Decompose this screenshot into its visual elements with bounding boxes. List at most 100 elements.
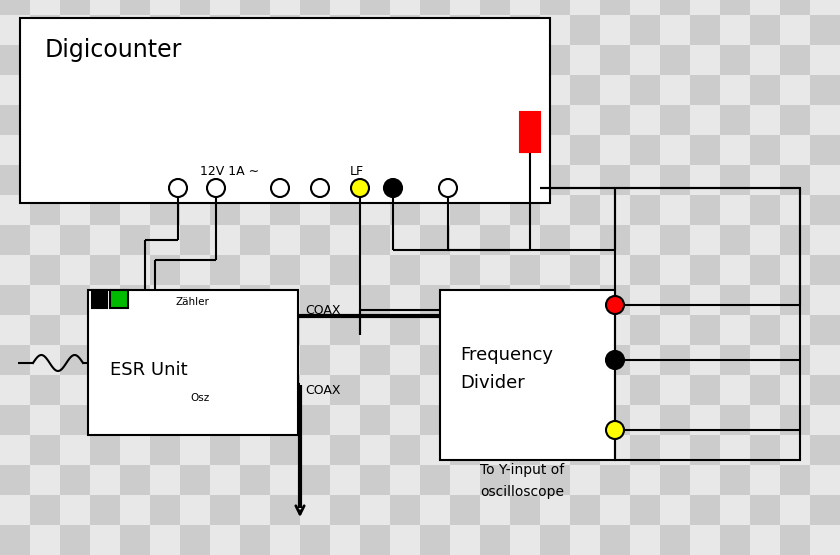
- Bar: [330, 465, 360, 495]
- Bar: [300, 525, 330, 555]
- Bar: [210, 15, 240, 45]
- Bar: [510, 525, 540, 555]
- Bar: [540, 495, 570, 525]
- Bar: [810, 75, 840, 105]
- Bar: [810, 255, 840, 285]
- Bar: [570, 135, 600, 165]
- Bar: [360, 315, 390, 345]
- Bar: [720, 45, 750, 75]
- Bar: [390, 435, 420, 465]
- Bar: [450, 345, 480, 375]
- Bar: [120, 435, 150, 465]
- Bar: [390, 105, 420, 135]
- Bar: [270, 405, 300, 435]
- Bar: [330, 255, 360, 285]
- Bar: [780, 225, 810, 255]
- Bar: [30, 195, 60, 225]
- Bar: [390, 345, 420, 375]
- Bar: [810, 495, 840, 525]
- Bar: [480, 75, 510, 105]
- Bar: [450, 375, 480, 405]
- Bar: [480, 0, 510, 15]
- Bar: [90, 435, 120, 465]
- Bar: [810, 525, 840, 555]
- Bar: [0, 345, 30, 375]
- Bar: [750, 255, 780, 285]
- Bar: [60, 225, 90, 255]
- Bar: [110, 290, 128, 308]
- Bar: [30, 0, 60, 15]
- Bar: [240, 315, 270, 345]
- Bar: [780, 15, 810, 45]
- Bar: [720, 405, 750, 435]
- Bar: [300, 135, 330, 165]
- Bar: [30, 165, 60, 195]
- Bar: [90, 135, 120, 165]
- Bar: [600, 105, 630, 135]
- Bar: [90, 105, 120, 135]
- Bar: [450, 45, 480, 75]
- Bar: [420, 345, 450, 375]
- Bar: [120, 195, 150, 225]
- Bar: [720, 15, 750, 45]
- Bar: [210, 45, 240, 75]
- Bar: [330, 45, 360, 75]
- Bar: [0, 315, 30, 345]
- Bar: [390, 135, 420, 165]
- Bar: [510, 345, 540, 375]
- Bar: [750, 0, 780, 15]
- Bar: [440, 290, 615, 460]
- Bar: [690, 435, 720, 465]
- Bar: [630, 0, 660, 15]
- Ellipse shape: [311, 179, 329, 197]
- Bar: [90, 195, 120, 225]
- Bar: [600, 255, 630, 285]
- Bar: [300, 0, 330, 15]
- Bar: [360, 135, 390, 165]
- Bar: [480, 135, 510, 165]
- Bar: [570, 405, 600, 435]
- Bar: [540, 345, 570, 375]
- Bar: [30, 105, 60, 135]
- Bar: [630, 375, 660, 405]
- Bar: [510, 255, 540, 285]
- Bar: [720, 165, 750, 195]
- Bar: [420, 105, 450, 135]
- Bar: [180, 45, 210, 75]
- Bar: [780, 45, 810, 75]
- Bar: [360, 345, 390, 375]
- Bar: [750, 315, 780, 345]
- Ellipse shape: [384, 179, 402, 197]
- Bar: [660, 435, 690, 465]
- Bar: [570, 495, 600, 525]
- Bar: [92, 290, 107, 308]
- Bar: [360, 225, 390, 255]
- Bar: [210, 465, 240, 495]
- Bar: [720, 285, 750, 315]
- Bar: [120, 285, 150, 315]
- Bar: [270, 105, 300, 135]
- Bar: [360, 405, 390, 435]
- Bar: [750, 285, 780, 315]
- Bar: [180, 195, 210, 225]
- Bar: [420, 495, 450, 525]
- Bar: [570, 345, 600, 375]
- Bar: [330, 405, 360, 435]
- Bar: [90, 525, 120, 555]
- Bar: [360, 435, 390, 465]
- Bar: [0, 195, 30, 225]
- Bar: [630, 405, 660, 435]
- Bar: [810, 315, 840, 345]
- Bar: [90, 405, 120, 435]
- Bar: [300, 435, 330, 465]
- Text: COAX: COAX: [305, 304, 340, 316]
- Bar: [450, 435, 480, 465]
- Bar: [720, 0, 750, 15]
- Bar: [300, 165, 330, 195]
- Bar: [180, 285, 210, 315]
- Bar: [510, 195, 540, 225]
- Bar: [660, 465, 690, 495]
- Ellipse shape: [606, 296, 624, 314]
- Bar: [210, 225, 240, 255]
- Bar: [630, 45, 660, 75]
